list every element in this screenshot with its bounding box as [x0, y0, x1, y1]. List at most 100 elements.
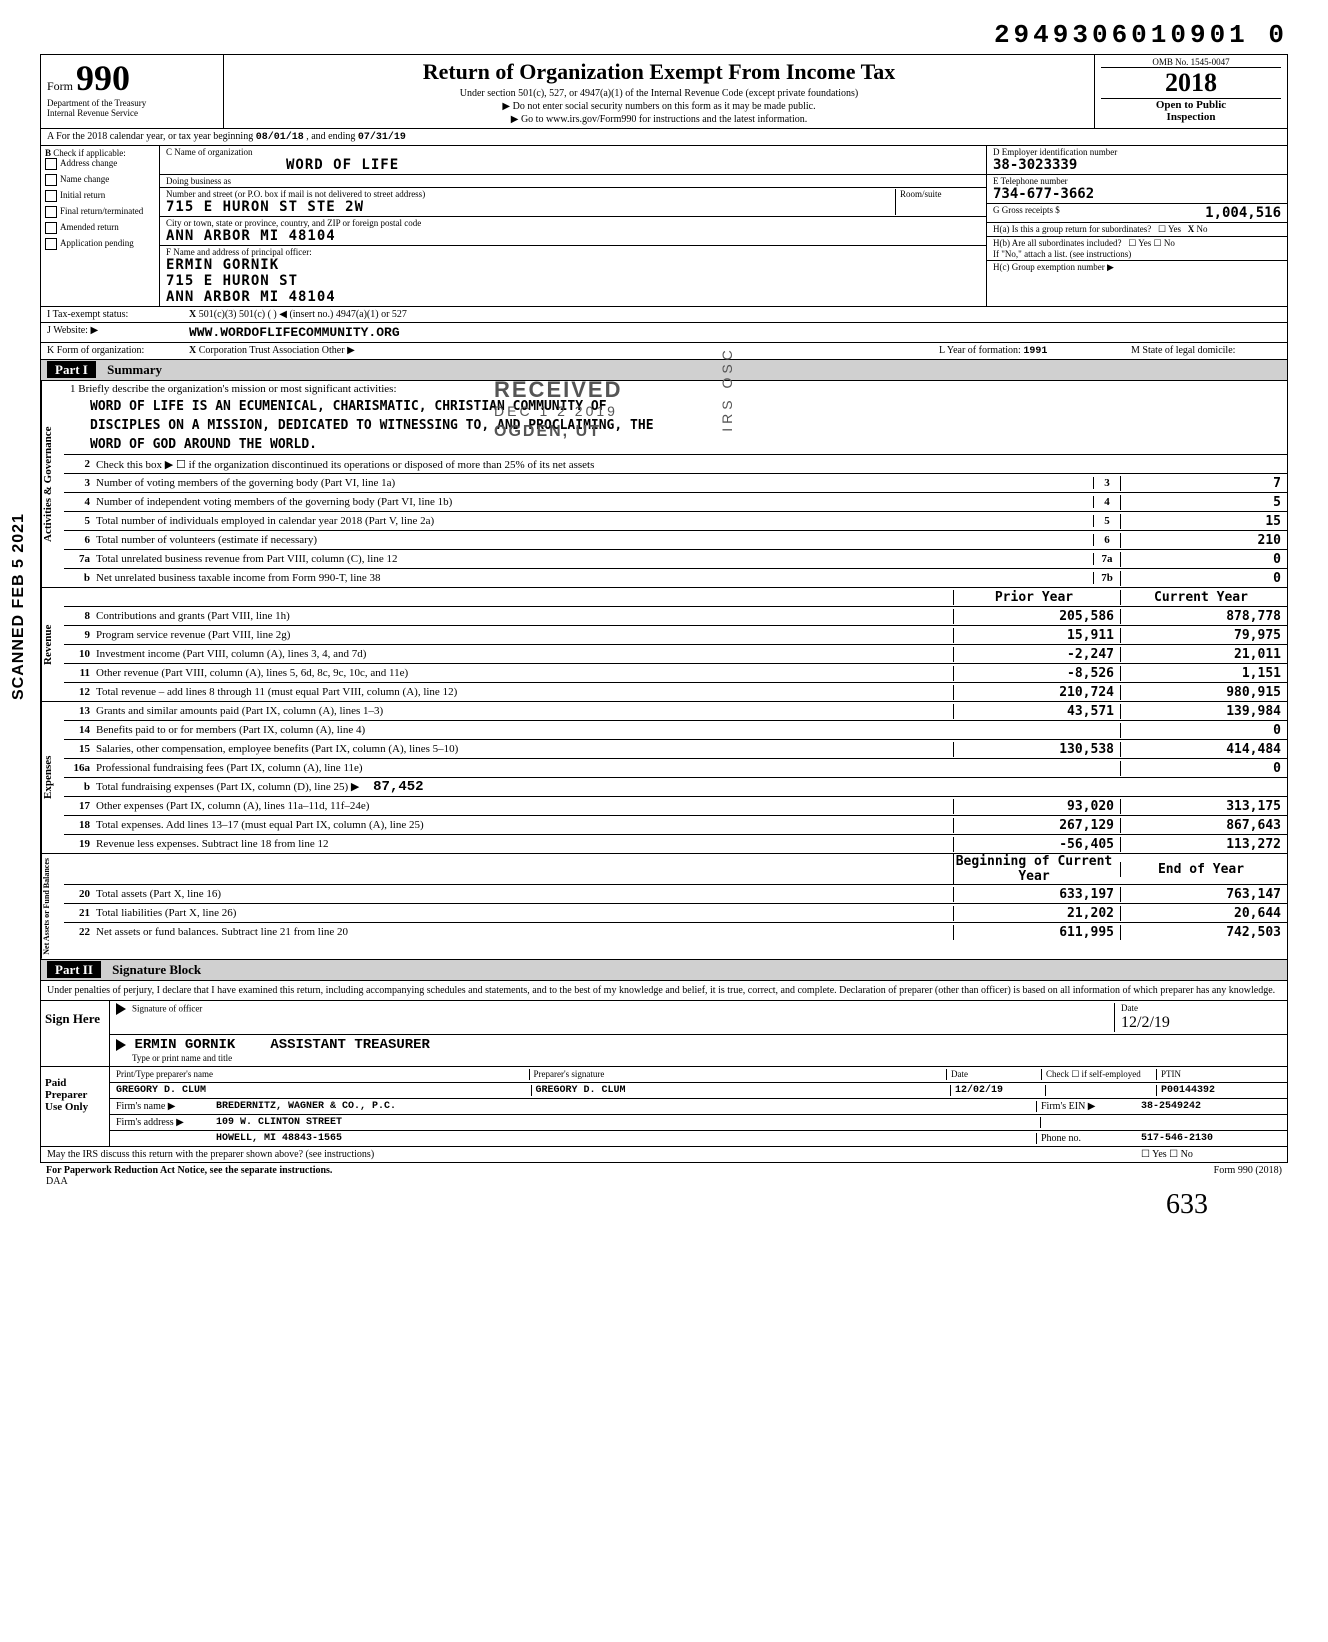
line-20-eoy: 763,147: [1120, 887, 1287, 902]
room-label: Room/suite: [895, 189, 980, 215]
officer-city: ANN ARBOR MI 48104: [166, 289, 336, 305]
line-22-eoy: 742,503: [1120, 925, 1287, 940]
handwritten-number: 633: [40, 1189, 1288, 1221]
sign-here-label: Sign Here: [41, 1001, 110, 1066]
section-expenses: Expenses: [41, 702, 64, 853]
section-net-assets: Net Assets or Fund Balances: [41, 854, 64, 959]
line-7a-desc: Total unrelated business revenue from Pa…: [96, 553, 1093, 565]
discuss-label: May the IRS discuss this return with the…: [47, 1149, 1141, 1160]
line-9-prior: 15,911: [953, 628, 1120, 643]
col-d: D Employer identification number 38-3023…: [987, 146, 1287, 306]
omb-number: OMB No. 1545-0047: [1101, 57, 1281, 68]
form-version: Form 990 (2018): [1214, 1165, 1282, 1187]
mission-line-2: DISCIPLES ON A MISSION, DEDICATED TO WIT…: [64, 416, 1287, 435]
line-4-val: 5: [1120, 495, 1287, 510]
line-5-desc: Total number of individuals employed in …: [96, 515, 1093, 527]
stamp-ogden: OGDEN, UT: [494, 423, 601, 441]
subordinates-label: H(b) Are all subordinates included?: [993, 238, 1121, 248]
line-22-desc: Net assets or fund balances. Subtract li…: [96, 926, 953, 938]
line-16b-desc: Total fundraising expenses (Part IX, col…: [96, 781, 359, 793]
line-19-desc: Revenue less expenses. Subtract line 18 …: [96, 838, 953, 850]
street-address: 715 E HURON ST STE 2W: [166, 199, 364, 215]
hdr-beginning-year: Beginning of Current Year: [953, 854, 1120, 884]
firm-phone-label: Phone no.: [1036, 1133, 1141, 1144]
line-9-curr: 79,975: [1120, 628, 1287, 643]
firm-name: BREDERNITZ, WAGNER & CO., P.C.: [216, 1101, 1036, 1112]
hdr-end-year: End of Year: [1120, 862, 1287, 877]
line-18-prior: 267,129: [953, 818, 1120, 833]
inspection: Inspection: [1101, 111, 1281, 123]
check-final-return[interactable]: Final return/terminated: [45, 206, 155, 218]
stamp-received: RECEIVED: [494, 377, 622, 403]
officer-title: ASSISTANT TREASURER: [270, 1037, 430, 1053]
col-b-checks: B Check if applicable: Address change Na…: [41, 146, 160, 306]
col-c: C Name of organization WORD OF LIFE Doin…: [160, 146, 987, 306]
line-2: Check this box ▶ ☐ if the organization d…: [96, 458, 1287, 471]
check-name-change[interactable]: Name change: [45, 174, 155, 186]
line-17-prior: 93,020: [953, 799, 1120, 814]
stamp-date: DEC 1 2 2019: [494, 403, 618, 419]
501c3-check: X: [189, 309, 196, 320]
prep-check-hdr: Check ☐ if self-employed: [1042, 1069, 1157, 1080]
firm-addr-2: HOWELL, MI 48843-1565: [216, 1133, 1036, 1144]
state-domicile-label: M State of legal domicile:: [1125, 343, 1287, 359]
line-8-curr: 878,778: [1120, 609, 1287, 624]
line-12-curr: 980,915: [1120, 685, 1287, 700]
line-3-desc: Number of voting members of the governin…: [96, 477, 1093, 489]
firm-ein: 38-2549242: [1141, 1101, 1281, 1112]
prep-ptin: P00144392: [1157, 1085, 1281, 1096]
line-10-desc: Investment income (Part VIII, column (A)…: [96, 648, 953, 660]
line-14-curr: 0: [1120, 723, 1287, 738]
line-10-prior: -2,247: [953, 647, 1120, 662]
officer-name: ERMIN GORNIK: [166, 257, 279, 273]
form-title: Return of Organization Exempt From Incom…: [230, 59, 1088, 85]
line-17-desc: Other expenses (Part IX, column (A), lin…: [96, 800, 953, 812]
addr-label: Number and street (or P.O. box if mail i…: [166, 189, 425, 199]
line-3-val: 7: [1120, 476, 1287, 491]
line-6-desc: Total number of volunteers (estimate if …: [96, 534, 1093, 546]
line-13-desc: Grants and similar amounts paid (Part IX…: [96, 705, 953, 717]
part-1-title: Summary: [107, 362, 162, 377]
check-address-change[interactable]: Address change: [45, 158, 155, 170]
firm-name-label: Firm's name ▶: [116, 1101, 216, 1112]
dba-label: Doing business as: [166, 176, 231, 186]
line-7b-val: 0: [1120, 571, 1287, 586]
form-org-label: K Form of organization:: [41, 343, 183, 359]
tax-year: 2018: [1101, 68, 1281, 99]
org-name-label: C Name of organization: [166, 147, 253, 157]
year-formation: 1991: [1023, 346, 1047, 357]
line-4-desc: Number of independent voting members of …: [96, 496, 1093, 508]
line-18-curr: 867,643: [1120, 818, 1287, 833]
line-19-curr: 113,272: [1120, 837, 1287, 852]
stamp-irs: IRS OSC: [719, 346, 735, 432]
subtitle-3: ▶ Go to www.irs.gov/Form990 for instruct…: [230, 113, 1088, 126]
check-amended-return[interactable]: Amended return: [45, 222, 155, 234]
check-application-pending[interactable]: Application pending: [45, 238, 155, 250]
line-15-desc: Salaries, other compensation, employee b…: [96, 743, 953, 755]
line-11-prior: -8,526: [953, 666, 1120, 681]
group-exemption-label: H(c) Group exemption number ▶: [987, 261, 1287, 274]
document-number: 2949306010901 0: [40, 20, 1288, 50]
part-1-num: Part I: [47, 361, 96, 378]
line-7a-val: 0: [1120, 552, 1287, 567]
form-word: Form: [47, 79, 73, 93]
prep-name: GREGORY D. CLUM: [116, 1085, 532, 1096]
hdr-prior-year: Prior Year: [953, 590, 1120, 605]
line-9-desc: Program service revenue (Part VIII, line…: [96, 629, 953, 641]
officer-addr: 715 E HURON ST: [166, 273, 298, 289]
line-12-prior: 210,724: [953, 685, 1120, 700]
check-initial-return[interactable]: Initial return: [45, 190, 155, 202]
city-state-zip: ANN ARBOR MI 48104: [166, 228, 336, 244]
line-12-desc: Total revenue – add lines 8 through 11 (…: [96, 686, 953, 698]
tel-label: E Telephone number: [993, 176, 1068, 186]
officer-sig-label: Signature of officer: [132, 1003, 202, 1013]
line-16a-curr: 0: [1120, 761, 1287, 776]
corp-check: X: [189, 345, 196, 356]
line-16a-desc: Professional fundraising fees (Part IX, …: [96, 762, 953, 774]
line-21-eoy: 20,644: [1120, 906, 1287, 921]
group-return-no-x: X: [1188, 224, 1195, 234]
part-2-num: Part II: [47, 961, 101, 978]
officer-print-name: ERMIN GORNIK: [135, 1037, 236, 1053]
mission-line-1: WORD OF LIFE IS AN ECUMENICAL, CHARISMAT…: [64, 397, 1287, 416]
prep-sig-hdr: Preparer's signature: [530, 1069, 948, 1080]
